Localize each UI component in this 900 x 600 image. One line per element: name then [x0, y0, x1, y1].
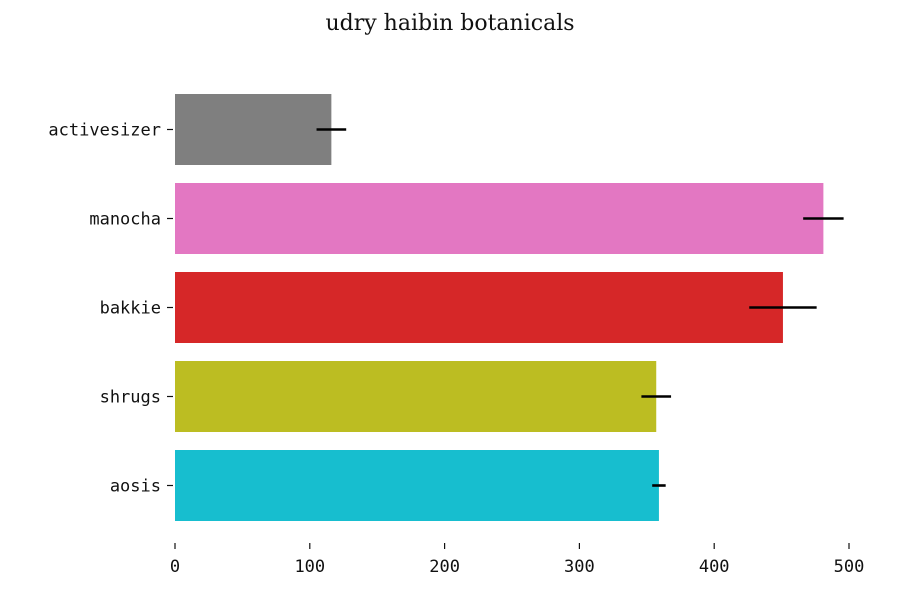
- x-tick-label-400: 400: [699, 557, 730, 577]
- bar-shrugs: [175, 361, 657, 432]
- category-axis: activesizer manocha bakkie shrugs aosis: [48, 121, 173, 497]
- bar-manocha: [175, 183, 824, 254]
- value-axis: 0 100 200 300 400 500: [170, 543, 864, 577]
- bars-layer: [175, 94, 824, 521]
- x-tick-label-0: 0: [170, 557, 180, 577]
- y-tick-label-bakkie: bakkie: [100, 299, 161, 319]
- y-tick-label-aosis: aosis: [110, 477, 161, 497]
- x-tick-label-200: 200: [429, 557, 460, 577]
- x-tick-label-500: 500: [834, 557, 865, 577]
- bar-activesizer: [175, 94, 332, 165]
- x-tick-label-300: 300: [564, 557, 595, 577]
- y-tick-label-shrugs: shrugs: [100, 388, 161, 408]
- error-bars-layer: [316, 128, 844, 487]
- bar-aosis: [175, 450, 659, 521]
- chart-title: udry haibin botanicals: [325, 11, 574, 36]
- bar-bakkie: [175, 272, 783, 343]
- y-tick-label-manocha: manocha: [89, 210, 161, 230]
- x-tick-label-100: 100: [294, 557, 325, 577]
- y-tick-label-activesizer: activesizer: [48, 121, 161, 141]
